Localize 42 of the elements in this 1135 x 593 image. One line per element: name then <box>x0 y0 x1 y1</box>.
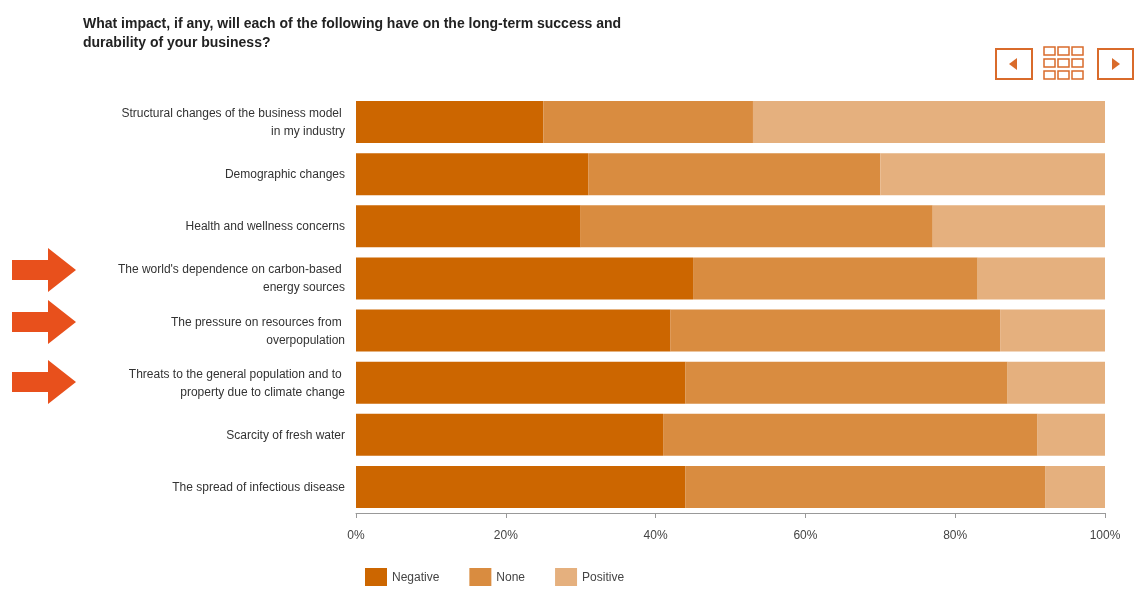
x-tick-label: 0% <box>347 528 365 542</box>
bar <box>356 101 544 144</box>
x-tick-label: 80% <box>943 528 968 542</box>
bar <box>356 465 686 508</box>
bar <box>880 153 1105 196</box>
bar <box>356 309 671 352</box>
bar <box>356 205 581 248</box>
bar <box>932 205 1105 248</box>
bar <box>543 101 753 144</box>
bar <box>670 309 1001 352</box>
bar <box>356 153 589 196</box>
bar <box>685 465 1046 508</box>
x-tick-label: 40% <box>643 528 668 542</box>
bar <box>1045 465 1105 508</box>
chart-title: What impact, if any, will each of the following have on the long-term success and durability of your business? <box>83 14 625 50</box>
bar <box>1037 413 1105 456</box>
y-tick-label: Structural changes of the business model in my industry <box>121 106 345 139</box>
y-tick-label: Scarcity of fresh water <box>226 427 345 442</box>
y-tick-label: The spread of infectious disease <box>172 479 346 494</box>
bar <box>752 101 1105 144</box>
bar <box>356 257 694 300</box>
y-tick-label: The world's dependence on carbon-based energy sources <box>117 262 345 295</box>
bar <box>693 257 978 300</box>
bar <box>685 361 1008 404</box>
bar <box>588 153 881 196</box>
x-tick-label: 20% <box>493 528 519 542</box>
bar <box>1007 361 1105 404</box>
legend-label: Negative <box>392 570 440 584</box>
legend-label: None <box>496 570 526 584</box>
x-tick-label: 100% <box>1089 528 1121 542</box>
y-tick-label: The pressure on resources from overpopulation <box>170 314 345 347</box>
bar <box>356 361 686 404</box>
x-tick-label: 60% <box>793 528 818 542</box>
bar <box>356 413 664 456</box>
y-tick-label: Threats to the general population and to property due to climate change <box>128 366 346 399</box>
bar <box>1000 309 1105 352</box>
legend-label: Positive <box>582 570 625 584</box>
bar <box>580 205 933 248</box>
bar <box>663 413 1038 456</box>
bar <box>977 257 1105 300</box>
y-tick-label: Demographic changes <box>224 167 345 182</box>
y-tick-label: Health and wellness concerns <box>185 219 345 234</box>
